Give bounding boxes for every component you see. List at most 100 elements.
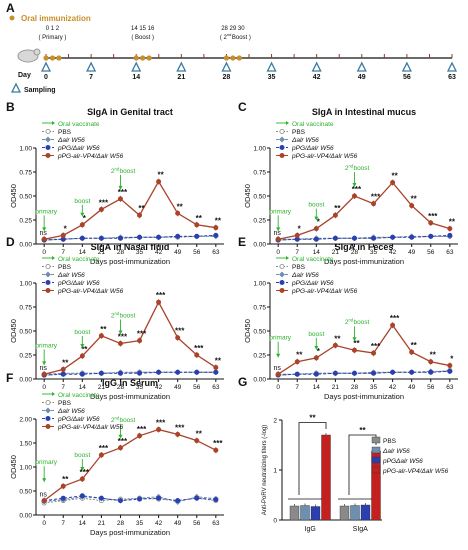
data-point [156,234,162,240]
legend-marker [279,279,285,285]
x-tick-label: 28 [117,384,125,391]
x-tick-label: 49 [408,384,416,391]
annotation-primary-arrow-head [276,353,281,358]
x-tick-label: 35 [136,520,144,527]
legend-item: pPG/Δalr W56 [57,145,100,152]
legend-item: pPG-alr-VP4/Δalr W56 [57,424,124,431]
mouse-head-icon [33,48,41,56]
panel-a-timeline: A Oral immunization 0 1 2 ( Primary ) 14 15 … [6,1,458,94]
annotation-boost2-sup: nd [348,318,353,323]
x-tick-label: 49 [174,520,182,527]
legend-marker [45,399,51,405]
data-point [117,445,123,451]
y-tick-label: 0.75 [19,305,32,312]
primary-days: 0 1 2 [46,26,60,32]
x-tick-label: 28 [351,384,359,391]
boost-label: ( Boost ) [131,35,154,41]
annotation-boost2: boost [353,165,369,172]
y-tick-label: 0.25 [253,218,266,225]
x-tick-label: 35 [370,249,378,256]
sig-label: ** [100,325,107,334]
bar [360,504,371,521]
legend-marker [45,263,51,269]
sig-label: ** [81,345,88,354]
data-point [156,299,162,305]
data-point [428,220,434,226]
data-point [428,369,434,375]
panel-d-chart: D SIgA in Nasal fluid 0.00 0.25 0.50 0.75 1.00… [6,235,224,401]
day-label: Day [18,72,31,79]
panel-label: A [6,1,15,15]
panel-g-bar-chart: G 0 1 2 Anti-PoRV neutralizing titers (-log)… [238,375,449,533]
x-tick-label: 14 [313,384,321,391]
data-point [428,233,434,239]
legend-marker [279,144,285,150]
sampling-triangle-icon [40,61,52,72]
bar [310,506,321,521]
legend-sampling: Sampling [24,87,56,94]
data-point [98,235,104,241]
legend-item: Δalr W56 [57,272,85,279]
bar [350,505,360,521]
panel-label: C [238,100,247,114]
series-line-2 [44,495,216,502]
series-line-2 [44,234,216,241]
data-point [409,369,415,375]
data-point [79,353,85,359]
boost2-days: 28 29 30 [221,26,245,32]
legend-marker [279,152,285,158]
legend-marker [45,415,51,421]
x-tick-label: 42 [155,249,163,256]
annotation-boost-arrow-head [314,216,319,221]
panel-label: B [6,100,15,114]
data-point [332,235,338,241]
legend-item: PBS [292,264,306,271]
annotation-primary-arrow-head [276,227,281,232]
data-point [175,335,181,341]
timeline-day: 28 [223,74,231,81]
data-point [447,232,453,238]
y-tick-label: 0.00 [253,377,266,384]
oral-dose-dot [223,55,230,61]
sig-label: * [64,224,68,233]
legend-item: PBS [58,129,72,136]
data-point [332,342,338,348]
data-point [175,369,181,375]
annotation-boost2: boost [119,168,135,175]
x-tick-label: 42 [389,384,397,391]
sig-label: *** [137,425,147,434]
x-tick-label: 21 [332,384,340,391]
data-point [156,369,162,375]
x-tick-label: 21 [98,384,106,391]
sampling-triangle-icon [266,61,277,72]
sampling-triangle-icon [131,61,142,72]
y-axis-label: Anti-PoRV neutralizing titers (-log) [262,425,268,516]
legend-item-oral-vaccinate: Oral vaccinate [58,121,100,128]
boost2-sup: nd [227,32,231,37]
x-tick-label: 28 [351,249,359,256]
data-point [137,496,143,502]
data-point [313,236,319,242]
data-point [117,498,123,504]
panel-f-chart: F IgG in Serum 0.00 0.50 1.00 1.50 2.00 0 7 14 21 2… [6,371,224,537]
data-point [175,431,181,437]
data-point [275,371,281,377]
data-point [294,371,300,377]
legend-item: PBS [383,438,397,445]
y-tick-label: 0.00 [253,242,266,249]
legend-oral-arrow-head [52,392,55,396]
oral-dose-dot [230,55,236,61]
timeline-day: 42 [313,74,321,81]
x-tick-label: 35 [136,249,144,256]
annotation-boost2: boost [353,319,369,326]
y-tick-label: 0.50 [253,194,266,201]
data-point [213,364,219,370]
y-tick-label: 2.00 [19,417,32,424]
x-tick-label: 14 [313,249,321,256]
data-point [371,350,377,356]
data-point [137,234,143,240]
annotation-boost2-arrow-head [118,185,123,190]
data-point [213,369,219,375]
data-point [213,232,219,238]
